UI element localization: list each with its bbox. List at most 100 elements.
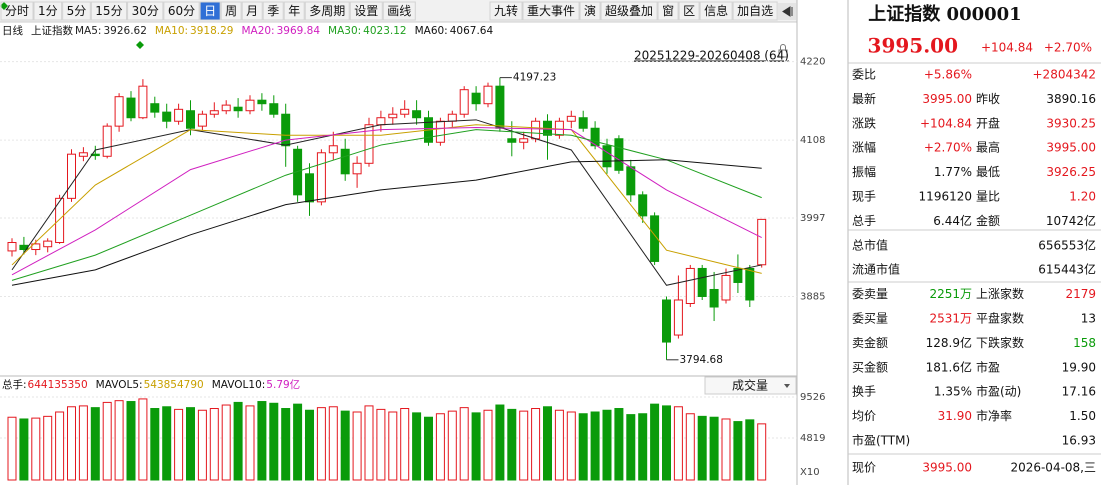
panel-cell: 1.77% xyxy=(934,165,972,179)
panel-cell: 2179 xyxy=(1065,287,1096,301)
panel-cell: +5.86% xyxy=(924,68,972,82)
toolbar-item[interactable] xyxy=(0,1,34,21)
toolbar-item-label: 九转 xyxy=(494,3,518,18)
volume-bar xyxy=(507,408,517,481)
candle-body xyxy=(197,113,207,127)
toolbar-item[interactable] xyxy=(262,1,284,21)
y-tick-label: 4220 xyxy=(800,57,825,68)
volume-bar xyxy=(340,410,350,481)
toolbar-item[interactable] xyxy=(349,1,383,21)
toolbar-item-label: 60分 xyxy=(168,4,195,18)
toolbar-item[interactable] xyxy=(33,1,63,21)
toolbar-item-label: 多周期 xyxy=(309,4,345,18)
toolbar-item-label: 设置 xyxy=(354,4,378,18)
volume-tick-label: 4819 xyxy=(800,433,825,444)
volume-bar xyxy=(162,406,172,481)
toolbar-item[interactable] xyxy=(489,1,523,21)
ma-line xyxy=(11,129,762,281)
volume-bar xyxy=(531,408,541,481)
candle-body xyxy=(471,92,481,105)
toolbar-item[interactable] xyxy=(678,1,700,21)
volume-bar xyxy=(221,404,231,481)
candle-body xyxy=(626,166,636,196)
toolbar-item[interactable] xyxy=(90,1,128,21)
toolbar-item[interactable] xyxy=(62,1,91,21)
toolbar-item-label: 信息 xyxy=(704,3,728,18)
candle-body xyxy=(102,125,112,157)
candle-body xyxy=(697,267,707,297)
volume-bar xyxy=(626,414,636,481)
volume-bar xyxy=(543,406,552,481)
volume-bar xyxy=(685,413,695,481)
panel-cell: 上涨家数 xyxy=(976,286,1024,301)
panel-cell: 1.35% xyxy=(934,385,972,399)
toolbar-item[interactable] xyxy=(657,1,679,21)
toolbar-item[interactable] xyxy=(241,1,263,21)
toolbar-item[interactable] xyxy=(199,1,221,21)
panel-cell: 1.50 xyxy=(1069,409,1096,423)
panel-cell: 卖金额 xyxy=(852,335,888,350)
header-text: 日线 xyxy=(2,24,23,37)
header-text: MA10: xyxy=(155,25,188,37)
volume-bar xyxy=(209,408,219,481)
toolbar-item[interactable] xyxy=(127,1,164,21)
toolbar-item[interactable] xyxy=(304,1,350,21)
candle-body xyxy=(638,194,648,217)
panel-cell: 委比 xyxy=(852,68,876,82)
candle-body xyxy=(376,117,386,126)
header-text: MA30: xyxy=(328,25,361,37)
candle-body xyxy=(447,113,457,122)
volume-bar xyxy=(43,415,53,481)
panel-cell: 现价 xyxy=(852,461,876,475)
ma-line xyxy=(11,119,762,286)
toolbar-item[interactable] xyxy=(163,1,200,21)
panel-change: +104.84 xyxy=(981,41,1033,55)
ma-line xyxy=(11,159,762,286)
header-text: 3918.29 xyxy=(190,25,233,37)
volume-bar xyxy=(281,408,291,481)
header-text: 3969.84 xyxy=(277,25,321,37)
volume-bar xyxy=(471,412,481,481)
toolbar-item[interactable] xyxy=(732,1,778,21)
ma-line xyxy=(11,124,762,274)
toolbar-item[interactable] xyxy=(600,1,658,21)
header-text: 4067.64 xyxy=(450,25,494,37)
panel-cell: 2531万 xyxy=(929,312,972,326)
volume-bar xyxy=(328,406,338,481)
toolbar-item-label: 30分 xyxy=(132,4,159,18)
volume-bar xyxy=(174,408,184,481)
marker-diamond xyxy=(136,41,144,49)
volume-bar xyxy=(459,407,469,481)
volume-selector[interactable] xyxy=(704,376,797,395)
toolbar-item[interactable] xyxy=(522,1,580,21)
candle-body xyxy=(7,242,17,252)
volume-bar xyxy=(364,405,374,481)
toolbar-item[interactable] xyxy=(220,1,242,21)
candle-body xyxy=(388,113,398,119)
volume-stat: 5.79亿 xyxy=(266,378,300,391)
candle-body xyxy=(257,99,267,105)
candle-body xyxy=(126,97,136,119)
panel-cell: 19.90 xyxy=(1062,360,1096,374)
candle-body xyxy=(590,127,600,147)
volume-stat: 总手: xyxy=(2,378,27,391)
panel-cell: 开盘 xyxy=(976,115,1000,130)
candle-body xyxy=(67,153,76,199)
candle-body xyxy=(578,117,588,129)
volume-bar xyxy=(31,417,41,481)
toolbar-item[interactable] xyxy=(382,1,416,21)
volume-bar xyxy=(745,419,755,481)
panel-cell: 181.6亿 xyxy=(926,359,972,374)
volume-bar xyxy=(376,408,386,481)
toolbar-item[interactable] xyxy=(579,1,601,21)
volume-stat: MAVOL10: xyxy=(212,379,266,391)
header-text: MA20: xyxy=(241,25,274,37)
toolbar-item[interactable] xyxy=(699,1,733,21)
volume-bar xyxy=(566,411,576,481)
volume-bar xyxy=(55,411,65,481)
toolbar-item[interactable] xyxy=(283,1,305,21)
toolbar-item-label: 区 xyxy=(683,4,695,18)
volume-bar xyxy=(126,401,136,481)
panel-cell: 市盈(动) xyxy=(976,384,1021,399)
